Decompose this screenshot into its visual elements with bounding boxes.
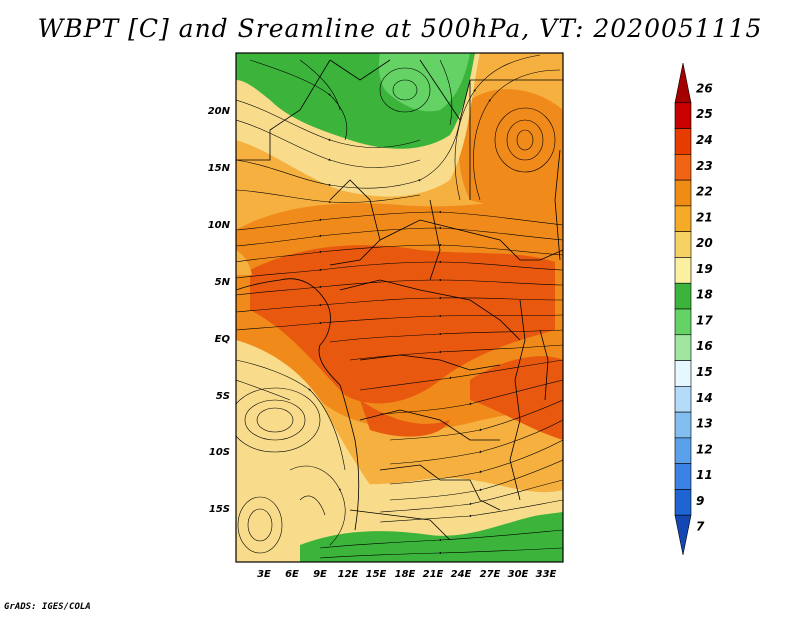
lat-label: 5N <box>215 277 231 288</box>
lon-label: 33E <box>536 569 557 580</box>
colorbar-swatch <box>674 489 692 516</box>
colorbar-label: 7 <box>696 520 705 534</box>
colorbar-label: 22 <box>696 185 713 199</box>
map-frame <box>235 52 564 563</box>
colorbar-label: 18 <box>696 288 713 302</box>
colorbar-swatch <box>674 334 692 361</box>
colorbar-swatch <box>674 257 692 284</box>
map-title: WBPT [C] and Sreamline at 500hPa, VT: 20… <box>37 14 763 43</box>
colorbar-label: 24 <box>696 133 713 147</box>
lat-label: 15N <box>208 163 231 174</box>
lon-label: 30E <box>508 569 529 580</box>
lat-label: 15S <box>209 504 230 515</box>
lat-label: 10S <box>209 447 230 458</box>
colorbar-label: 9 <box>696 494 704 508</box>
colorbar-swatch <box>674 360 692 387</box>
lon-label: 15E <box>366 569 387 580</box>
colorbar-label: 16 <box>696 339 713 353</box>
colorbar-swatch <box>674 411 692 439</box>
colorbar-swatch <box>674 128 692 155</box>
streamlines <box>236 54 563 559</box>
lat-label: 5S <box>216 391 230 402</box>
colorbar-label: 12 <box>696 442 713 456</box>
colorbar-label: 15 <box>696 365 713 379</box>
colorbar-swatch <box>674 282 692 310</box>
lon-label: 3E <box>257 569 271 580</box>
lon-label: 21E <box>423 569 444 580</box>
lon-label: 24E <box>451 569 472 580</box>
colorbar-swatch <box>674 102 692 129</box>
lon-label: 18E <box>395 569 416 580</box>
country-borders <box>236 59 563 541</box>
lat-label: 20N <box>208 106 231 117</box>
colorbar-label: 14 <box>696 391 713 405</box>
lon-label: 27E <box>480 569 501 580</box>
colorbar-label: 13 <box>696 417 713 431</box>
credit-label: GrADS: IGES/COLA <box>4 602 91 612</box>
colorbar-swatch <box>674 386 692 413</box>
lon-axis: 3E 6E 9E 12E 15E 18E 21E 24E 27E 30E 33E <box>257 569 556 580</box>
colorbar-label: 19 <box>696 262 713 276</box>
colorbar-swatch <box>674 463 692 490</box>
lat-label: 10N <box>208 220 231 231</box>
colorbar-swatch <box>674 179 692 207</box>
colorbar-label: 26 <box>696 81 713 95</box>
lat-label: EQ <box>215 334 231 345</box>
lon-label: 6E <box>285 569 299 580</box>
colorbar-label: 11 <box>696 468 713 482</box>
lon-label: 9E <box>313 569 327 580</box>
colorbar-label: 25 <box>696 107 713 121</box>
colorbar-swatch <box>674 308 692 336</box>
colorbar-swatch <box>674 514 692 556</box>
lon-label: 12E <box>338 569 359 580</box>
colorbar-swatch <box>674 154 692 181</box>
lat-axis: 20N 15N 10N 5N EQ 5S 10S 15S <box>208 106 231 515</box>
colorbar-label: 23 <box>696 159 713 173</box>
colorbar-label: 17 <box>696 313 713 327</box>
colorbar: 26 25 24 23 22 21 20 19 18 17 16 15 14 13 12 11 9 7 <box>674 62 713 556</box>
colorbar-label: 21 <box>696 210 713 224</box>
colorbar-swatch <box>674 62 692 104</box>
colorbar-swatch <box>674 437 692 464</box>
colorbar-swatch <box>674 231 692 258</box>
colorbar-label: 20 <box>696 236 713 250</box>
colorbar-swatch <box>674 205 692 232</box>
